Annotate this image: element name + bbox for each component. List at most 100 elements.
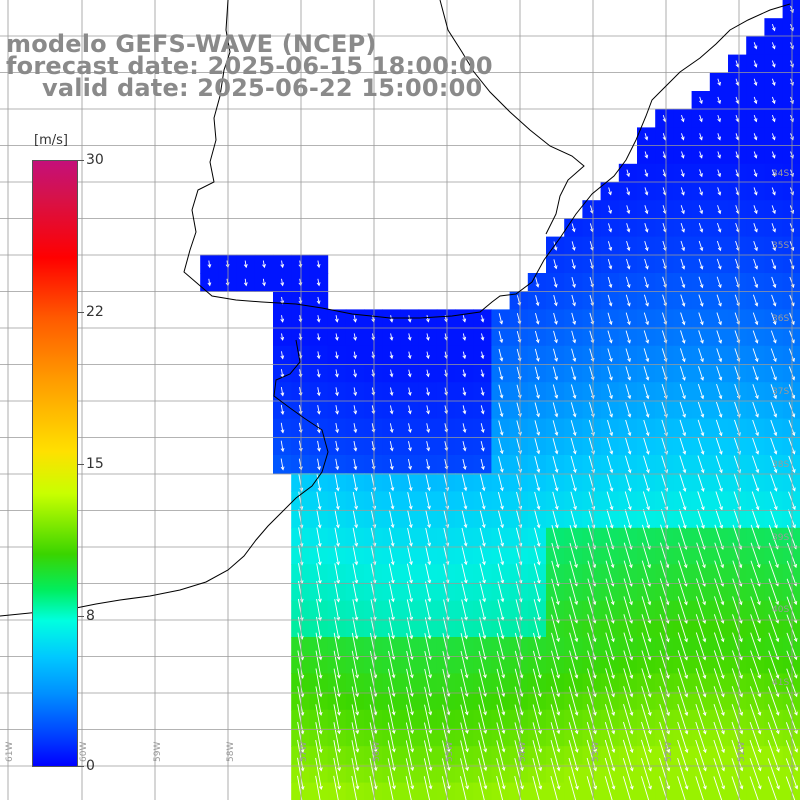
wind-arrow <box>715 455 723 474</box>
wind-arrow <box>644 151 649 159</box>
wind-arrow <box>461 617 468 640</box>
wind-arrow <box>771 187 776 196</box>
wind-arrow <box>425 351 430 360</box>
wind-arrow <box>387 722 396 753</box>
wind-arrow <box>335 369 339 378</box>
wind-arrow <box>698 205 704 215</box>
wind-arrow <box>607 419 614 437</box>
wind-arrow <box>607 258 613 270</box>
longitude-label: 51W <box>737 742 747 762</box>
wind-arrow <box>426 405 430 415</box>
wind-arrow <box>695 739 707 772</box>
wind-arrow <box>644 240 649 252</box>
wind-arrow <box>407 492 413 510</box>
wind-arrow <box>552 366 559 381</box>
wind-arrow <box>478 686 487 716</box>
colorbar-tick-label: 0 <box>86 758 95 774</box>
wind-arrow <box>570 437 577 455</box>
wind-arrow <box>714 596 725 624</box>
wind-arrow <box>697 419 705 437</box>
wind-arrow <box>460 740 469 772</box>
wind-arrow <box>698 222 704 233</box>
wind-arrow <box>570 402 577 418</box>
wind-arrow <box>297 721 305 754</box>
wind-arrow <box>606 509 614 529</box>
wind-arrow <box>569 650 579 679</box>
wind-arrow <box>552 402 559 418</box>
wind-arrow <box>607 384 613 400</box>
wind-arrow <box>550 704 561 735</box>
wind-arrow <box>316 616 322 640</box>
wind-arrow <box>424 650 432 679</box>
colorbar-unit-label: [m/s] <box>34 133 68 148</box>
wind-arrow <box>297 686 305 717</box>
wind-arrow <box>315 757 323 791</box>
wind-arrow <box>497 527 505 547</box>
wind-arrow <box>425 492 431 510</box>
wind-arrow <box>607 366 613 381</box>
wind-arrow <box>679 509 687 529</box>
wind-arrow <box>426 423 430 433</box>
wind-arrow <box>717 222 722 233</box>
wind-arrow <box>623 578 633 606</box>
wind-arrow <box>441 776 449 800</box>
wind-arrow <box>716 348 723 363</box>
wind-arrow <box>640 739 652 772</box>
longitude-label: 61W <box>5 742 15 762</box>
wind-arrow <box>753 223 758 233</box>
wind-arrow <box>751 473 760 492</box>
wind-arrow <box>498 456 504 473</box>
wind-arrow <box>731 776 741 800</box>
wind-arrow <box>735 151 740 159</box>
wind-arrow <box>460 668 469 697</box>
latitude-label: 35S <box>772 241 789 251</box>
wind-arrow <box>698 276 704 289</box>
wind-arrow <box>552 438 559 455</box>
wind-arrow <box>553 241 558 251</box>
wind-arrow <box>716 258 722 270</box>
wind-arrow <box>587 686 597 716</box>
wind-arrow <box>315 686 323 716</box>
wind-arrow <box>697 491 705 511</box>
wind-speed-cell <box>782 400 800 420</box>
wind-arrow <box>768 650 780 679</box>
wind-arrow <box>316 369 321 378</box>
wind-arrow <box>771 205 776 215</box>
wind-arrow <box>695 721 707 754</box>
wind-arrow <box>478 704 488 735</box>
wind-arrow <box>641 614 652 643</box>
wind-arrow <box>315 668 323 698</box>
wind-arrow <box>460 686 469 716</box>
wind-speed-cell <box>782 582 800 602</box>
wind-arrow <box>553 312 558 325</box>
wind-arrow <box>732 596 743 624</box>
wind-arrow <box>607 276 613 289</box>
wind-arrow <box>677 703 689 735</box>
wind-arrow <box>625 294 631 307</box>
colorbar-tick-label: 8 <box>86 608 95 624</box>
wind-arrow <box>679 401 686 418</box>
wind-arrow <box>334 509 340 529</box>
wind-arrow <box>626 187 631 196</box>
wind-arrow <box>605 632 615 661</box>
wind-arrow <box>713 758 725 790</box>
wind-arrow <box>659 614 670 643</box>
wind-arrow <box>715 401 723 418</box>
wind-arrow <box>479 492 486 510</box>
wind-arrow <box>771 60 776 68</box>
wind-arrow <box>550 686 561 716</box>
wind-arrow <box>478 668 487 698</box>
wind-arrow <box>316 405 321 415</box>
wind-arrow <box>717 151 721 159</box>
wind-arrow <box>353 405 358 415</box>
wind-speed-cell <box>782 145 800 165</box>
wind-arrow <box>713 650 725 680</box>
wind-arrow <box>622 739 634 772</box>
wind-arrow <box>717 169 722 178</box>
wind-arrow <box>534 402 540 418</box>
wind-arrow <box>695 650 707 680</box>
wind-arrow <box>644 258 649 270</box>
wind-speed-cell <box>782 382 800 401</box>
wind-arrow <box>771 78 776 86</box>
wind-arrow <box>771 23 776 32</box>
